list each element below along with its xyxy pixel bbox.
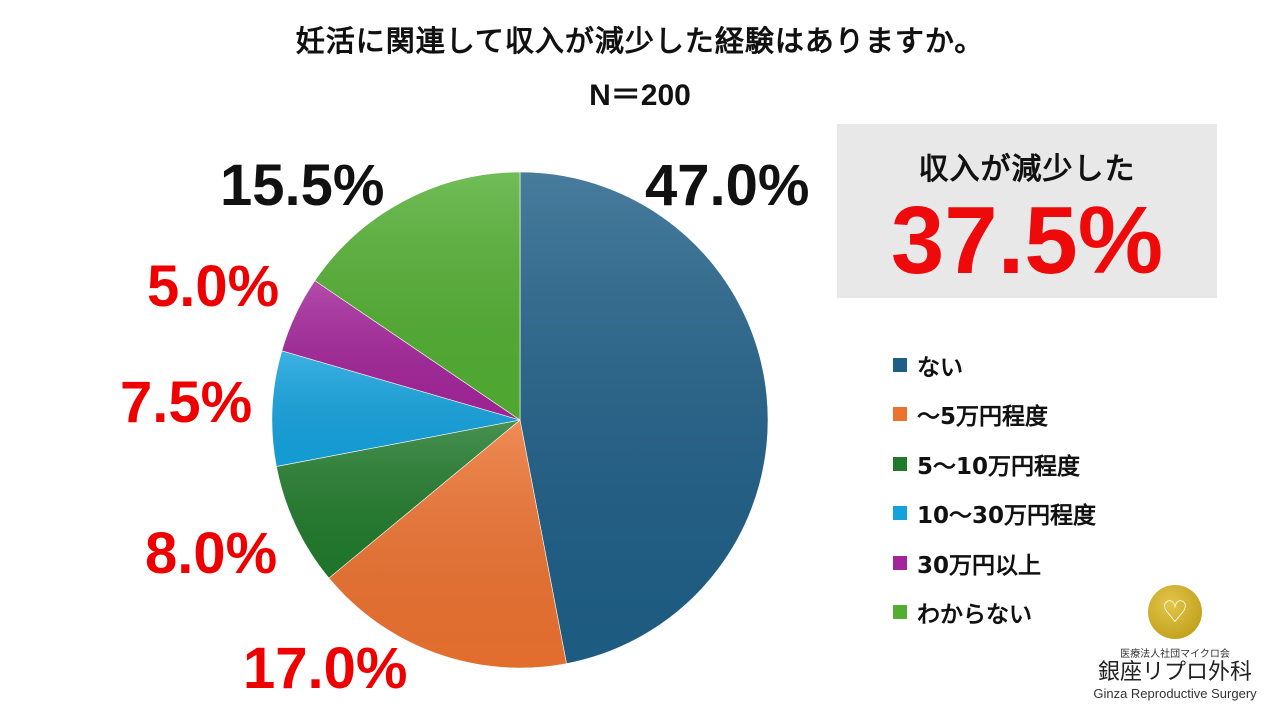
legend-item: ない <box>893 340 1096 390</box>
pie-slice-shading <box>276 420 520 579</box>
legend-label: 5～10万円程度 <box>917 453 1081 480</box>
legend-swatch <box>893 357 907 372</box>
pie-slice-shading <box>314 172 520 420</box>
heart-logo-icon: ♡ <box>1148 585 1202 639</box>
legend-label: ない <box>917 354 963 381</box>
sample-size: N＝200 <box>589 79 691 112</box>
pie-data-label: 5.0% <box>147 254 280 319</box>
pie-data-label: 47.0% <box>645 153 810 218</box>
legend-item: 10～30万円程度 <box>893 489 1096 539</box>
logo-org: 医療法人社団マイクロ会 <box>1120 649 1230 660</box>
legend: ない ～5万円程度 5～10万円程度 10～30万円程度 30万円以上 わからな… <box>893 340 1096 637</box>
legend-swatch <box>893 555 907 570</box>
legend-item: わからない <box>893 588 1096 638</box>
legend-item: 30万円以上 <box>893 538 1096 588</box>
logo-name-en: Ginza Reproductive Surgery <box>1093 686 1257 701</box>
pie-data-label: 7.5% <box>120 370 253 435</box>
pie-slice-shading <box>281 280 520 420</box>
pie-data-label: 17.0% <box>243 636 408 701</box>
summary-callout: 収入が減少した 37.5% <box>837 124 1217 298</box>
chart-title: 妊活に関連して収入が減少した経験はありますか。 <box>295 24 985 58</box>
legend-swatch <box>893 605 907 620</box>
legend-label: ～5万円程度 <box>917 404 1049 431</box>
pie-data-label: 8.0% <box>145 521 278 586</box>
legend-swatch <box>893 506 907 521</box>
legend-swatch <box>893 407 907 422</box>
pie-slice-shading <box>271 350 520 467</box>
legend-swatch <box>893 456 907 471</box>
pie-slice-shading <box>328 420 567 668</box>
callout-label: 収入が減少した <box>918 152 1136 187</box>
callout-value: 37.5% <box>890 187 1164 294</box>
legend-item: 5～10万円程度 <box>893 439 1096 489</box>
legend-label: わからない <box>917 602 1032 629</box>
legend-item: ～5万円程度 <box>893 390 1096 440</box>
legend-label: 10～30万円程度 <box>917 503 1097 530</box>
logo-name-jp: 銀座リプロ外科 <box>1097 660 1252 685</box>
legend-label: 30万円以上 <box>917 552 1042 579</box>
pie-slice-shading <box>520 172 768 664</box>
clinic-logo: ♡ 医療法人社団マイクロ会 銀座リプロ外科 Ginza Reproductive… <box>1080 585 1270 701</box>
pie-data-label: 15.5% <box>220 153 385 218</box>
